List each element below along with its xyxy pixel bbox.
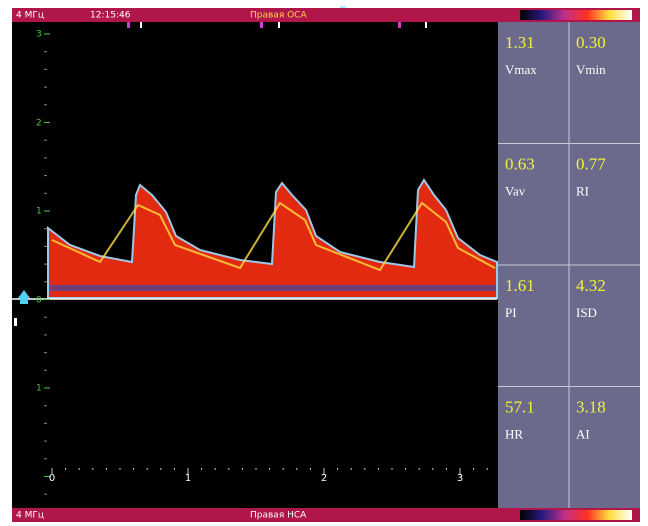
- time-label: 3: [457, 473, 463, 484]
- time: 12:15:46: [90, 11, 131, 21]
- measurement-label: Vmin: [576, 62, 606, 77]
- time-label: 2: [321, 473, 327, 484]
- measurement-label: Vav: [505, 184, 526, 199]
- measurement-value: 3.18: [576, 398, 606, 417]
- vessel: Правая ОСА: [250, 11, 307, 21]
- measurement-value: 4.32: [576, 276, 606, 295]
- measurement-value: 0.63: [505, 155, 535, 174]
- scale-label: 1: [36, 384, 42, 394]
- vessel: Правая НСА: [250, 511, 307, 521]
- measurement-value: 57.1: [505, 398, 535, 417]
- color-bar: [520, 10, 632, 20]
- measurement-value: 1.31: [505, 33, 535, 52]
- time-label: 0: [49, 473, 55, 484]
- color-bar: [520, 510, 632, 520]
- frequency: 4 МГц: [16, 511, 44, 521]
- measurement-label: PI: [505, 305, 517, 320]
- frequency: 4 МГц: [16, 11, 44, 21]
- measurement-label: AI: [576, 427, 590, 442]
- measurement-label: RI: [576, 184, 589, 199]
- measurement-label: ISD: [576, 305, 597, 320]
- scale-label: 2: [36, 119, 42, 129]
- measurement-label: Vmax: [505, 62, 537, 77]
- measurement-value: 1.61: [505, 276, 535, 295]
- measurement-value: 0.30: [576, 33, 606, 52]
- ultrasound-screen: 4 МГц 12:15:46 Правая ОСА 3 2 1 0 1 0 1 …: [0, 0, 648, 526]
- scale-label: 1: [36, 207, 42, 217]
- time-label: 1: [185, 473, 191, 484]
- measurement-label: HR: [505, 427, 523, 442]
- scale-label: 0: [36, 296, 42, 306]
- scale-label: 3: [36, 30, 42, 40]
- side-marker: [14, 318, 17, 326]
- measurement-value: 0.77: [576, 155, 606, 174]
